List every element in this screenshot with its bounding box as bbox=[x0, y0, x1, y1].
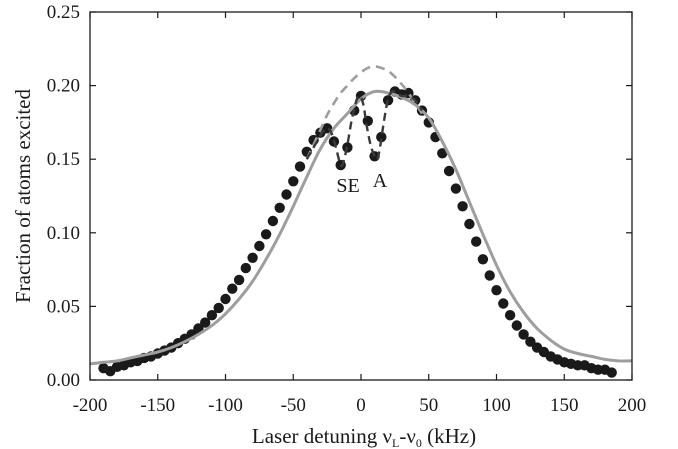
annotation-se: SE bbox=[336, 175, 359, 197]
x-axis-title-mid: -ν bbox=[399, 424, 416, 448]
data-point bbox=[274, 202, 285, 213]
x-axis-title-tail: (kHz) bbox=[422, 424, 476, 448]
x-tick-label: 150 bbox=[550, 395, 579, 416]
series-layer bbox=[89, 65, 633, 378]
data-point bbox=[227, 283, 238, 294]
data-point bbox=[504, 310, 516, 321]
label-layer: -200 -150 -100 -50 0 50 100 150 200 0.00 0.05 0.10 0… bbox=[47, 2, 647, 416]
data-point bbox=[206, 310, 218, 321]
x-axis-title-sub-0: 0 bbox=[416, 436, 422, 449]
x-axis-title-sub-l: L bbox=[392, 436, 399, 449]
data-point bbox=[450, 183, 462, 194]
data-point bbox=[457, 201, 468, 212]
data-point bbox=[437, 148, 448, 159]
data-point bbox=[484, 270, 495, 281]
y-tick-label: 0.20 bbox=[47, 76, 80, 97]
data-point bbox=[362, 115, 373, 127]
x-tick-label: -50 bbox=[281, 395, 306, 416]
x-tick-label: 0 bbox=[356, 395, 366, 416]
x-tick-label: 200 bbox=[618, 395, 647, 416]
plot-frame bbox=[89, 11, 633, 381]
x-tick-label: 50 bbox=[419, 395, 438, 416]
data-point bbox=[254, 240, 265, 252]
data-point bbox=[200, 317, 211, 328]
data-point bbox=[518, 329, 529, 340]
data-point bbox=[606, 367, 617, 378]
data-point bbox=[443, 165, 455, 177]
data-point bbox=[267, 215, 279, 227]
data-point bbox=[233, 274, 245, 286]
annotation-a: A bbox=[373, 170, 388, 192]
x-tick-label: -200 bbox=[73, 395, 108, 416]
data-point bbox=[220, 293, 231, 305]
x-axis-title-main: Laser detuning ν bbox=[252, 424, 392, 448]
series-fit-dashed bbox=[305, 90, 424, 168]
data-point bbox=[471, 236, 482, 247]
data-point bbox=[498, 298, 509, 309]
data-point bbox=[260, 229, 272, 240]
data-point bbox=[294, 161, 306, 172]
y-tick-label: 0.05 bbox=[47, 296, 80, 317]
series-envelope-dashed bbox=[305, 65, 424, 160]
x-axis-title: Laser detuning νL-ν0 (kHz) bbox=[252, 424, 476, 449]
data-point bbox=[477, 254, 489, 265]
y-axis-title: Fraction of atoms excited bbox=[11, 88, 35, 303]
series-gaussian-fit bbox=[89, 89, 633, 366]
data-point bbox=[281, 189, 292, 200]
y-tick-label: 0.25 bbox=[47, 2, 80, 23]
data-point bbox=[213, 302, 224, 314]
x-tick-label: 100 bbox=[482, 395, 511, 416]
data-point bbox=[491, 285, 502, 296]
y-tick-label: 0.00 bbox=[47, 370, 80, 391]
y-tick-label: 0.10 bbox=[47, 223, 80, 244]
data-point bbox=[376, 131, 387, 143]
data-point bbox=[511, 320, 522, 331]
data-point bbox=[525, 336, 536, 347]
y-tick-label: 0.15 bbox=[47, 149, 80, 170]
data-point bbox=[288, 176, 299, 187]
x-tick-label: -100 bbox=[208, 395, 243, 416]
x-tick-label: -150 bbox=[140, 395, 175, 416]
data-point bbox=[464, 218, 475, 230]
tick-layer bbox=[89, 11, 633, 381]
data-point bbox=[240, 262, 251, 274]
data-point bbox=[247, 252, 258, 263]
